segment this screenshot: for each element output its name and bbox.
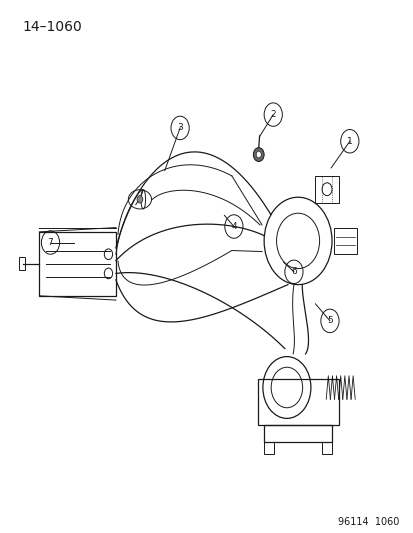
Text: 96114  1060: 96114 1060 (337, 516, 399, 527)
Circle shape (256, 151, 261, 158)
Text: 5: 5 (326, 317, 332, 325)
Circle shape (253, 148, 263, 161)
Text: 2: 2 (270, 110, 275, 119)
Text: 6: 6 (290, 268, 296, 276)
Text: 4: 4 (230, 222, 236, 231)
Text: 3: 3 (177, 124, 183, 132)
Circle shape (137, 196, 142, 203)
Text: 1: 1 (346, 137, 352, 146)
Text: 14–1060: 14–1060 (23, 20, 82, 34)
Text: 7: 7 (47, 238, 53, 247)
